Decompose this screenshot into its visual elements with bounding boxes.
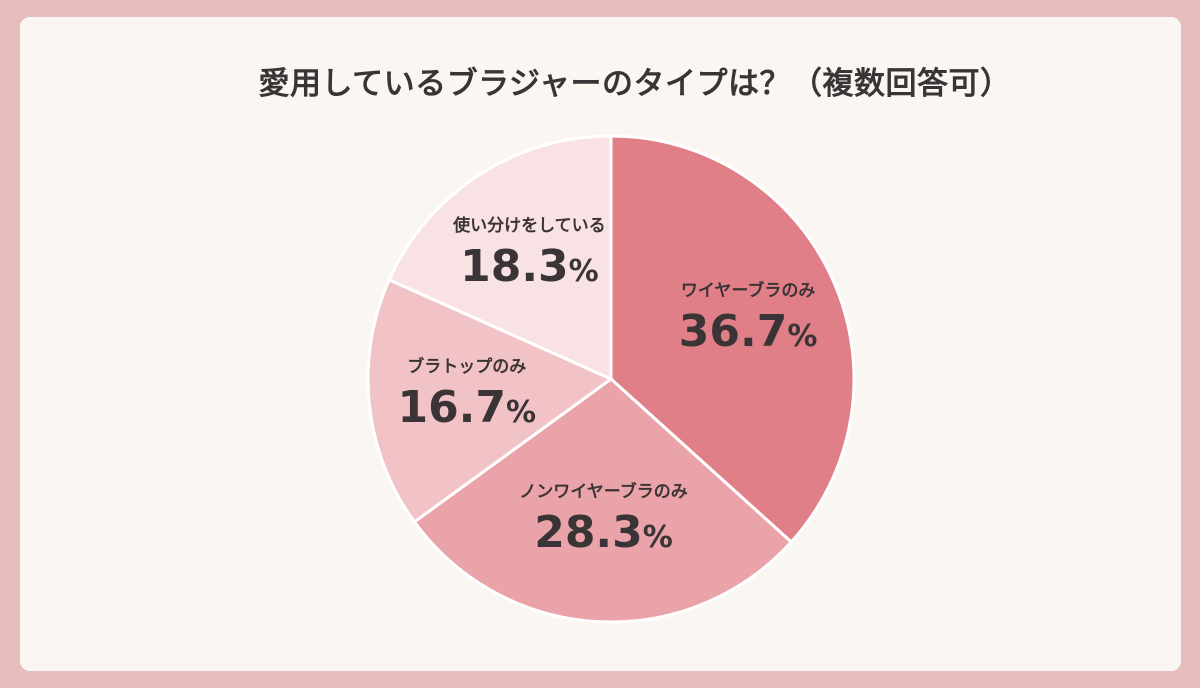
pie-slice bbox=[387, 134, 613, 382]
pie-slice bbox=[609, 134, 856, 545]
slice-value: 36.7% bbox=[679, 306, 818, 357]
slice-label: ワイヤーブラのみ bbox=[681, 280, 815, 301]
slice-value: 18.3% bbox=[460, 241, 599, 292]
slice-label: ノンワイヤーブラのみ bbox=[519, 481, 687, 502]
chart-title: 愛用しているブラジャーのタイプは？（複数回答可） bbox=[258, 66, 1012, 102]
slice-value: 16.7% bbox=[397, 382, 536, 433]
slice-label: 使い分けをしている bbox=[452, 215, 606, 236]
pie-slice bbox=[366, 277, 614, 524]
slice-label: ブラトップのみ bbox=[407, 356, 526, 377]
slice-value: 28.3% bbox=[534, 507, 673, 558]
pie-slice bbox=[412, 377, 794, 624]
